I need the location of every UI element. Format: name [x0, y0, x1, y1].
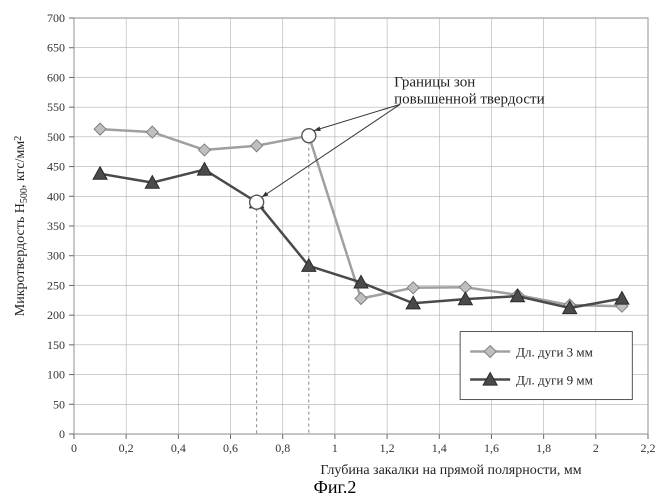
svg-text:1,8: 1,8	[536, 441, 551, 455]
svg-text:200: 200	[47, 308, 65, 322]
svg-text:250: 250	[47, 278, 65, 292]
svg-text:1,6: 1,6	[484, 441, 499, 455]
svg-text:0,2: 0,2	[119, 441, 134, 455]
svg-text:Границы зон: Границы зон	[394, 74, 475, 90]
svg-text:повышенной твердости: повышенной твердости	[394, 91, 544, 107]
svg-text:1: 1	[332, 441, 338, 455]
svg-text:150: 150	[47, 338, 65, 352]
svg-text:700: 700	[47, 11, 65, 25]
svg-text:350: 350	[47, 219, 65, 233]
svg-text:Дл. дуги 3 мм: Дл. дуги 3 мм	[516, 345, 593, 360]
figure-caption: Фиг.2	[0, 477, 670, 498]
svg-text:0,6: 0,6	[223, 441, 238, 455]
svg-text:Дл. дуги 9 мм: Дл. дуги 9 мм	[516, 373, 593, 388]
svg-text:1,4: 1,4	[432, 441, 447, 455]
svg-text:450: 450	[47, 160, 65, 174]
svg-text:2,2: 2,2	[641, 441, 656, 455]
svg-text:0: 0	[71, 441, 77, 455]
svg-text:600: 600	[47, 70, 65, 84]
svg-text:400: 400	[47, 189, 65, 203]
svg-text:Глубина закалки на прямой поля: Глубина закалки на прямой полярности, мм	[320, 463, 581, 478]
svg-text:0,4: 0,4	[171, 441, 186, 455]
svg-text:Микротвердость Н500, кгс/мм2: Микротвердость Н500, кгс/мм2	[13, 136, 30, 316]
svg-text:100: 100	[47, 368, 65, 382]
svg-text:0: 0	[59, 427, 65, 441]
svg-text:50: 50	[53, 397, 65, 411]
svg-text:650: 650	[47, 41, 65, 55]
svg-text:2: 2	[593, 441, 599, 455]
svg-text:550: 550	[47, 100, 65, 114]
svg-text:300: 300	[47, 249, 65, 263]
hardness-depth-chart: 0 0,2 0,4 0,6 0,8 1 1,2 1,4 1,6 1,8 2 2,2 0 50 100 150 2…	[0, 0, 670, 500]
svg-text:0,8: 0,8	[275, 441, 290, 455]
svg-text:500: 500	[47, 130, 65, 144]
svg-text:1,2: 1,2	[380, 441, 395, 455]
